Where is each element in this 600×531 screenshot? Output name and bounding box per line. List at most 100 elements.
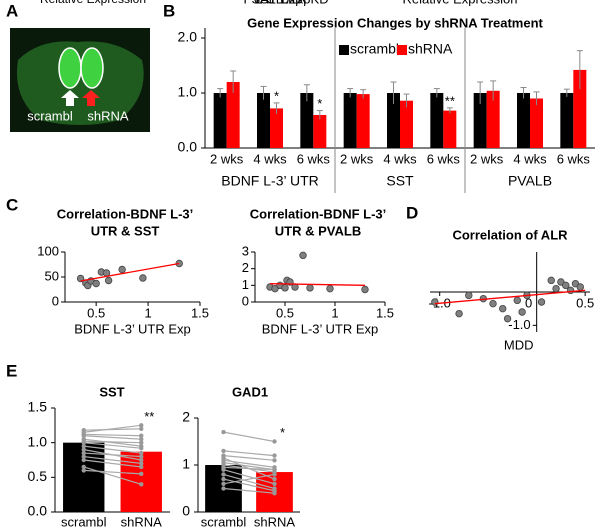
point: [118, 265, 126, 274]
y-axis-label: Relative Expression: [40, 0, 146, 6]
point: [465, 291, 473, 300]
chart-title: SST: [99, 384, 124, 399]
x-tick-label: shRNA: [254, 514, 296, 529]
point: [576, 283, 585, 291]
point: [513, 296, 521, 305]
y-tick-label: 3: [242, 243, 249, 258]
x-tick-label: 2 wks: [470, 151, 504, 166]
image-label: shRNA: [87, 108, 129, 123]
pair-point: [139, 437, 144, 442]
x-tick-label: 1: [144, 305, 151, 320]
pair-line: [83, 428, 142, 431]
point: [326, 284, 334, 293]
panel-label: A: [6, 1, 18, 20]
panel-label: B: [163, 1, 175, 20]
y-axis-label: SST Exp: [251, 0, 302, 6]
bar: [473, 93, 487, 148]
point: [562, 281, 570, 290]
bar: [300, 93, 314, 148]
pair-line: [83, 440, 142, 444]
bar: [313, 115, 327, 148]
pair-point: [139, 450, 144, 456]
pair-point: [139, 464, 144, 470]
pair-point: [221, 476, 226, 482]
pair-point: [139, 471, 144, 477]
point: [92, 279, 100, 288]
x-axis-label: MDD: [504, 337, 534, 352]
injection-site: [58, 47, 82, 89]
bar: [356, 94, 370, 148]
pair-line: [223, 473, 275, 485]
point: [306, 284, 314, 292]
x-tick-label: shRNA: [121, 514, 163, 529]
y-tick-label: 1.0: [178, 84, 198, 100]
pair-point: [139, 433, 144, 438]
bar: [226, 82, 240, 148]
x-tick-label: scrambl: [201, 514, 247, 529]
pair-point: [272, 467, 277, 472]
pair-line: [83, 442, 142, 449]
pair-point: [139, 482, 144, 487]
pair-point: [81, 457, 86, 463]
y-tick-label: 0.5: [28, 468, 48, 484]
pair-line: [83, 438, 142, 447]
y-tick-label: 2: [242, 260, 249, 275]
pair-point: [272, 439, 277, 444]
y-axis-label: L-3’ UTR KD: [255, 0, 328, 6]
pair-line: [83, 452, 142, 458]
point: [102, 269, 111, 277]
pair-point: [221, 472, 226, 477]
point: [431, 298, 439, 306]
pair-line: [223, 478, 275, 492]
point: [361, 285, 369, 294]
point: [271, 284, 279, 293]
pair-point: [139, 457, 144, 463]
y-tick-label: 2: [182, 409, 190, 425]
bar: [517, 93, 530, 148]
x-tick-label: 1: [331, 305, 338, 320]
x-tick-label: 4 wks: [513, 151, 547, 166]
legend-swatch: [339, 45, 349, 55]
pair-point: [81, 440, 86, 445]
image-label: scrambl: [27, 108, 73, 123]
pair-point: [272, 453, 277, 458]
y-tick-label: 0.0: [28, 503, 48, 519]
pair-point: [81, 447, 86, 452]
point: [566, 286, 575, 295]
pair-point: [221, 448, 226, 454]
pair-line: [83, 459, 142, 468]
x-tick-label: scrambl: [61, 514, 107, 529]
x-tick-label: 6 wks: [297, 151, 331, 166]
x-tick-label: 2 wks: [340, 151, 374, 166]
legend-swatch: [397, 45, 407, 55]
x-tick-label: 6 wks: [557, 151, 591, 166]
y-tick-label: 1.0: [28, 433, 48, 449]
arrow: [61, 90, 79, 106]
bar: [486, 90, 500, 148]
pair-line: [223, 459, 275, 468]
x-axis-label: BDNF L-3’ UTR Exp: [262, 321, 379, 336]
x-tick-label: 0.5: [576, 295, 594, 310]
y-tick-label: 1.5: [28, 399, 48, 415]
chart-title: UTR & PVALB: [275, 223, 361, 238]
y-tick-label: 1: [182, 456, 190, 472]
pair-point: [221, 486, 226, 491]
significance: *: [274, 88, 279, 103]
pair-line: [223, 469, 275, 485]
bar: [530, 98, 543, 148]
y-axis-label: Relative Expression: [403, 0, 518, 6]
point: [299, 251, 307, 260]
pair-point: [139, 423, 144, 428]
bar: [387, 93, 400, 148]
bar: [430, 93, 444, 148]
brain-slice: [16, 41, 144, 125]
pair-point: [272, 491, 277, 496]
fit-line: [80, 262, 180, 282]
pair-point: [139, 440, 144, 445]
bar: [560, 93, 574, 148]
y-tick-label: 0: [52, 293, 59, 308]
pair-point: [81, 450, 86, 456]
point: [104, 276, 113, 285]
point: [139, 274, 147, 282]
